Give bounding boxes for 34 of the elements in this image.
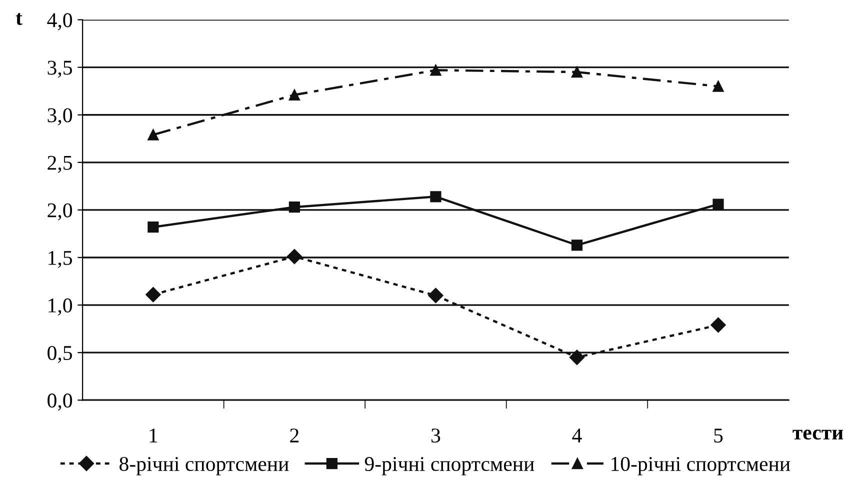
point — [430, 191, 442, 202]
point — [148, 222, 159, 233]
point — [569, 350, 585, 365]
legend-label: 9-річні спортсмени — [364, 457, 534, 476]
y-tick-label: 1,5 — [48, 250, 72, 268]
x-tick-label: 3 — [432, 428, 440, 443]
x-tick-label: 2 — [290, 428, 299, 442]
legend-label: 10-річні спортсмени — [612, 456, 790, 476]
point — [430, 64, 442, 76]
y-tick-label: 0,0 — [48, 394, 72, 411]
x-tick-label: 4 — [572, 428, 582, 442]
point — [286, 248, 302, 264]
y-tick-label: 0,5 — [48, 346, 72, 364]
point — [146, 287, 161, 302]
point — [712, 80, 724, 92]
y-tick-label: 2,5 — [48, 156, 72, 173]
x-tick-label: 5 — [714, 428, 723, 443]
point — [712, 198, 724, 210]
legend-label: 8-річні спортсмени — [120, 456, 289, 476]
y-tick-label: 3,5 — [48, 60, 72, 78]
y-tick-label: 3,0 — [48, 108, 72, 126]
x-tick-label: 1 — [150, 428, 158, 442]
y-tick-label: 1,0 — [48, 298, 72, 316]
point — [571, 66, 583, 78]
point — [288, 89, 300, 100]
point — [288, 202, 300, 213]
point — [571, 240, 583, 251]
x-axis-title: тести — [792, 430, 844, 440]
y-tick-label: 4,0 — [47, 13, 72, 30]
point — [428, 288, 444, 304]
y-axis-title: t — [16, 13, 22, 25]
point — [148, 129, 159, 140]
y-tick-label: 2,0 — [48, 203, 72, 220]
point — [710, 317, 726, 333]
